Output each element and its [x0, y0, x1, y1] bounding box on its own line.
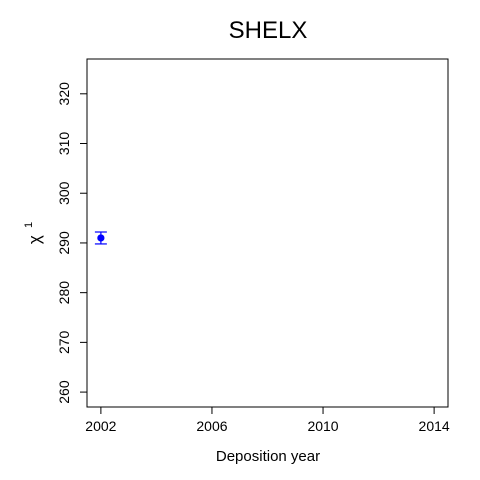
- y-axis-title-symbol: χ: [25, 235, 44, 244]
- x-tick-label: 2010: [307, 418, 338, 434]
- x-axis: 2002 2006 2010 2014: [85, 407, 450, 434]
- y-tick-label: 260: [56, 380, 72, 404]
- data-points: [94, 231, 107, 245]
- x-tick-label: 2014: [419, 418, 450, 434]
- y-axis-title: χ 1: [23, 222, 44, 244]
- x-tick-label: 2002: [85, 418, 116, 434]
- y-tick-label: 290: [56, 231, 72, 255]
- y-axis-title-superscript: 1: [23, 222, 35, 228]
- data-point: [97, 234, 105, 242]
- y-tick-label: 270: [56, 330, 72, 354]
- svg-text:χ 1: χ 1: [23, 222, 44, 244]
- chart-title: SHELX: [229, 17, 308, 44]
- y-tick-label: 320: [56, 82, 72, 106]
- x-tick-label: 2006: [196, 418, 227, 434]
- y-tick-label: 300: [56, 181, 72, 205]
- y-tick-label: 310: [56, 132, 72, 156]
- y-tick-label: 280: [56, 281, 72, 305]
- y-axis: 260 270 280 290 300 310 320: [56, 82, 87, 404]
- x-axis-title: Deposition year: [216, 448, 320, 465]
- plot-frame: [86, 58, 449, 408]
